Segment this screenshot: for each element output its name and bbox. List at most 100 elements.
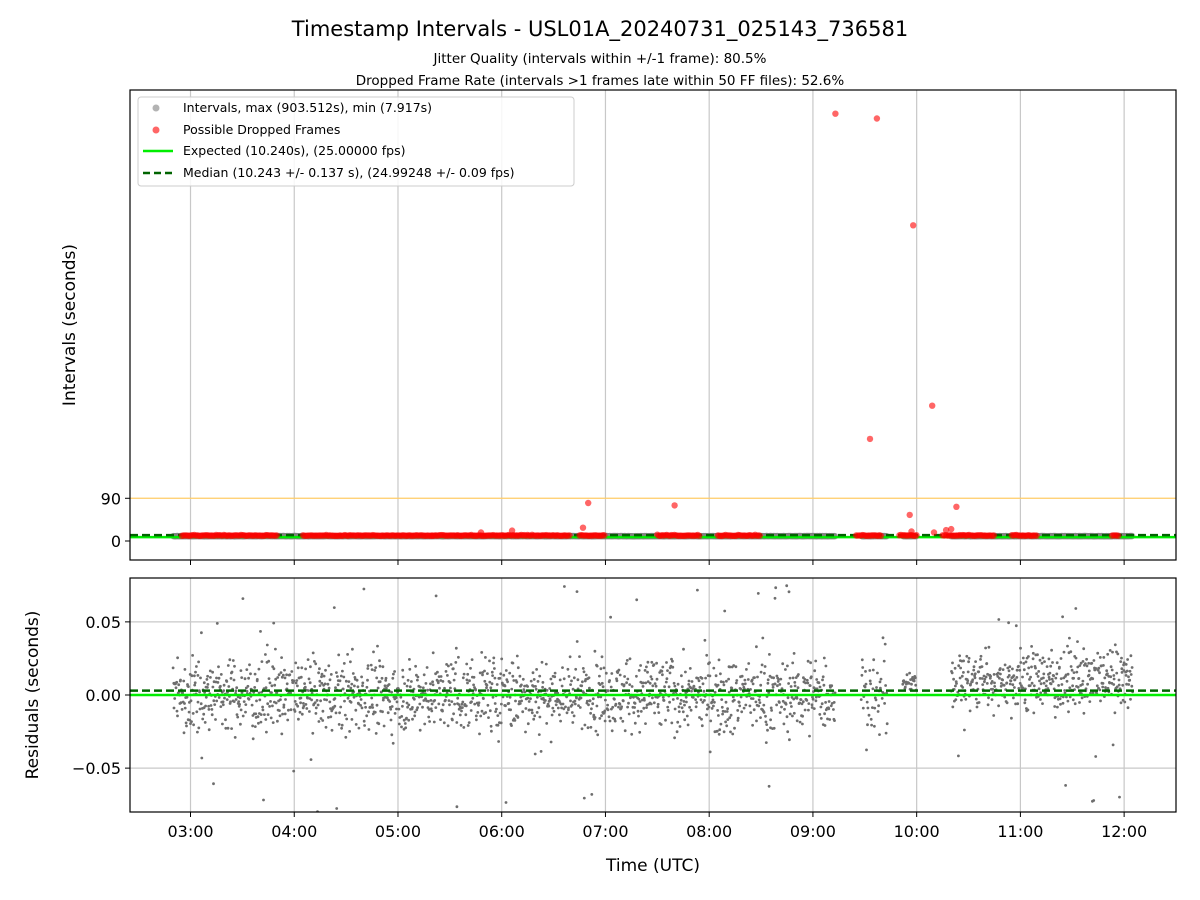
residual-point	[1081, 683, 1084, 686]
residual-point	[871, 668, 875, 672]
residual-point	[766, 681, 770, 685]
residual-point	[762, 711, 766, 714]
residual-point	[987, 696, 990, 700]
residual-point	[464, 713, 468, 717]
residual-point	[757, 698, 761, 702]
residual-point	[1124, 663, 1128, 666]
dropped-frame-point	[877, 532, 885, 539]
residual-point	[1036, 653, 1039, 657]
residual-point	[1050, 648, 1053, 652]
residual-point	[264, 653, 267, 656]
residual-point	[522, 688, 526, 691]
residual-point	[719, 672, 722, 676]
residual-point	[726, 718, 730, 721]
residual-point	[706, 703, 709, 707]
residual-point	[700, 717, 703, 721]
residual-point	[504, 801, 508, 804]
residual-point	[782, 722, 786, 726]
residual-point	[755, 719, 758, 723]
residual-point	[349, 660, 352, 664]
residual-point	[650, 677, 654, 681]
residual-point	[788, 738, 791, 742]
residual-point	[760, 663, 764, 667]
residual-point	[571, 721, 575, 724]
residual-point	[719, 680, 723, 684]
residual-point	[221, 703, 225, 707]
residual-point	[305, 707, 309, 710]
residual-point	[585, 699, 589, 703]
dropped-frame-point	[756, 532, 763, 539]
residual-point	[234, 689, 238, 693]
top-plot-area	[130, 110, 1176, 540]
residual-point	[300, 666, 304, 670]
residual-point	[751, 723, 754, 727]
residual-point	[610, 729, 614, 733]
residual-point	[653, 682, 657, 685]
residual-point	[454, 646, 458, 650]
residual-point	[196, 730, 199, 734]
residual-point	[335, 671, 338, 674]
residual-point	[1109, 675, 1113, 679]
residual-point	[873, 724, 876, 728]
residual-point	[187, 710, 191, 714]
residual-point	[548, 698, 552, 702]
residual-point	[286, 718, 290, 722]
residual-point	[496, 714, 500, 717]
residual-point	[471, 696, 475, 700]
residual-point	[1023, 701, 1027, 705]
residual-point	[784, 702, 788, 706]
residual-point	[664, 718, 667, 722]
residual-point	[791, 661, 795, 665]
residual-point	[1045, 665, 1049, 668]
residual-point	[759, 670, 763, 674]
residual-point	[582, 796, 586, 800]
residual-point	[251, 724, 255, 728]
residual-point	[321, 719, 325, 722]
residual-point	[460, 709, 463, 713]
residual-point	[1129, 654, 1133, 658]
top-axes-frame	[129, 89, 1177, 561]
residual-point	[1120, 667, 1124, 671]
residual-point	[209, 704, 213, 707]
residual-point	[1085, 657, 1088, 661]
residual-point	[296, 666, 300, 670]
residual-point	[650, 660, 654, 664]
residual-point	[606, 708, 610, 712]
residual-point	[386, 696, 389, 700]
residual-point	[1064, 784, 1067, 787]
residual-point	[685, 700, 688, 704]
residual-point	[289, 815, 292, 818]
residual-point	[197, 726, 201, 730]
dropped-frame-point	[990, 532, 998, 539]
dropped-frame-outlier	[953, 503, 960, 510]
residual-point	[1076, 665, 1080, 669]
residual-point	[1117, 678, 1121, 682]
residual-point	[753, 676, 756, 679]
residual-point	[1053, 716, 1057, 719]
residual-point	[1005, 701, 1009, 705]
residual-point	[661, 673, 664, 677]
residual-point	[553, 675, 557, 679]
residual-point	[677, 705, 681, 709]
residual-point	[476, 711, 480, 714]
residual-point	[461, 700, 465, 704]
residual-point	[801, 700, 805, 704]
residual-point	[747, 662, 751, 665]
residual-point	[343, 699, 346, 703]
residual-point	[1041, 656, 1045, 660]
residual-point	[317, 720, 321, 723]
residual-point	[365, 685, 369, 689]
residual-point	[1069, 650, 1073, 654]
residual-point	[488, 680, 492, 684]
residual-point	[724, 700, 728, 704]
residual-point	[768, 653, 771, 656]
residual-point	[1104, 686, 1107, 689]
residual-point	[297, 717, 300, 721]
residual-point	[321, 709, 325, 713]
residual-point	[1122, 669, 1126, 672]
residual-point	[453, 702, 456, 706]
residual-point	[739, 695, 743, 699]
residual-point	[481, 671, 484, 674]
residual-point	[366, 664, 370, 667]
residual-point	[1049, 682, 1053, 686]
